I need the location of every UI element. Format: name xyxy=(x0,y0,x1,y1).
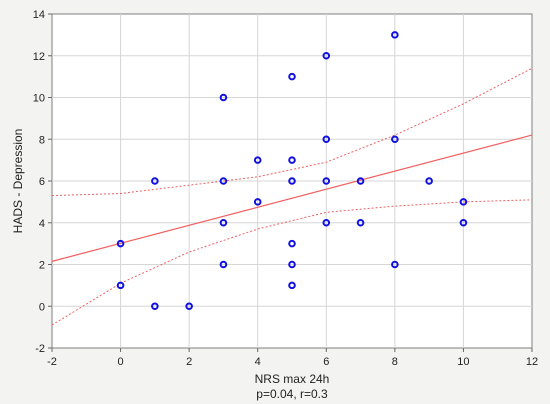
data-point xyxy=(288,281,296,290)
data-point xyxy=(459,198,468,206)
data-point xyxy=(116,239,125,248)
data-point xyxy=(253,156,262,164)
data-point xyxy=(356,177,365,185)
data-point xyxy=(116,281,125,290)
x-tick-label: 4 xyxy=(255,356,261,368)
data-point xyxy=(288,156,296,164)
data-point xyxy=(253,198,262,206)
data-point xyxy=(288,239,296,248)
data-point xyxy=(391,135,399,144)
data-point xyxy=(288,72,296,81)
confidence-bands xyxy=(51,67,533,326)
chart-caption: p=0.04, r=0.3 xyxy=(256,387,328,401)
confidence-upper-line xyxy=(51,67,533,197)
x-tick-label: 0 xyxy=(118,356,124,368)
data-point xyxy=(219,218,228,227)
y-tick-label: 14 xyxy=(33,9,45,21)
confidence-lower-line xyxy=(51,199,533,326)
data-point xyxy=(322,218,331,227)
y-tick-label: 10 xyxy=(33,93,45,105)
data-point xyxy=(391,260,399,269)
regression-line xyxy=(51,134,533,262)
x-axis-title: NRS max 24h xyxy=(255,372,330,386)
y-tick-label: 4 xyxy=(39,218,45,230)
y-tick-label: 12 xyxy=(33,51,45,63)
data-point xyxy=(219,93,228,102)
data-point xyxy=(322,177,331,185)
x-tick-label: 6 xyxy=(323,356,329,368)
data-point xyxy=(425,177,433,185)
data-point xyxy=(356,218,365,227)
x-tick-label: 10 xyxy=(457,356,469,368)
y-tick-label: 6 xyxy=(39,176,45,188)
grid-lines xyxy=(52,14,532,348)
x-tick-label: 8 xyxy=(392,356,398,368)
data-point xyxy=(219,260,228,269)
tick-labels: -2 0 2 4 6 8 10 12 -2 0 2 4 6 8 10 12 14 xyxy=(33,9,538,368)
y-axis-title: HADS - Depression xyxy=(11,129,25,234)
y-tick-label: 8 xyxy=(39,134,45,146)
data-point xyxy=(151,177,159,185)
data-point xyxy=(288,260,296,269)
regression-line-group xyxy=(51,134,533,262)
x-tick-label: 2 xyxy=(186,356,192,368)
y-tick-label: 2 xyxy=(39,260,45,272)
data-point xyxy=(185,302,193,311)
x-tick-label: -2 xyxy=(47,356,57,368)
data-point xyxy=(288,177,296,185)
data-point xyxy=(459,218,468,227)
x-tick-label: 12 xyxy=(526,356,538,368)
y-tick-label: 0 xyxy=(39,301,45,313)
y-tick-label: -2 xyxy=(35,343,45,355)
data-point xyxy=(151,302,159,311)
data-point xyxy=(322,51,331,60)
data-point xyxy=(322,135,331,144)
data-point xyxy=(219,177,228,185)
data-points xyxy=(116,31,468,311)
data-point xyxy=(391,31,399,39)
